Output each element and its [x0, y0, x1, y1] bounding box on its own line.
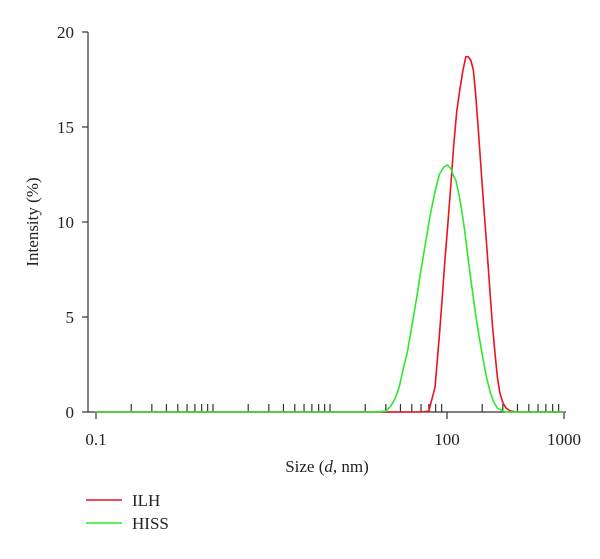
ticks — [82, 31, 565, 419]
series-line-hiss — [95, 164, 565, 413]
x-tick-label: 1000 — [547, 430, 581, 449]
y-tick-label: 15 — [57, 118, 74, 137]
y-tick-label: 5 — [66, 308, 75, 327]
series-line-ilh — [95, 55, 565, 413]
tick-labels: 0 5 10 15 20 0.1 100 1000 — [57, 23, 581, 449]
series-layer — [95, 55, 565, 413]
x-axis-title: Size (d, nm) — [285, 457, 369, 476]
x-tick-label: 100 — [434, 430, 460, 449]
y-tick-label: 0 — [66, 403, 75, 422]
legend: ILH HISS — [86, 491, 169, 533]
legend-label-ilh: ILH — [132, 491, 160, 510]
y-tick-label: 10 — [57, 213, 74, 232]
x-tick-label: 0.1 — [85, 430, 106, 449]
y-tick-label: 20 — [57, 23, 74, 42]
y-axis-title: Intensity (%) — [23, 177, 42, 266]
legend-label-hiss: HISS — [132, 514, 169, 533]
axes — [87, 32, 566, 413]
